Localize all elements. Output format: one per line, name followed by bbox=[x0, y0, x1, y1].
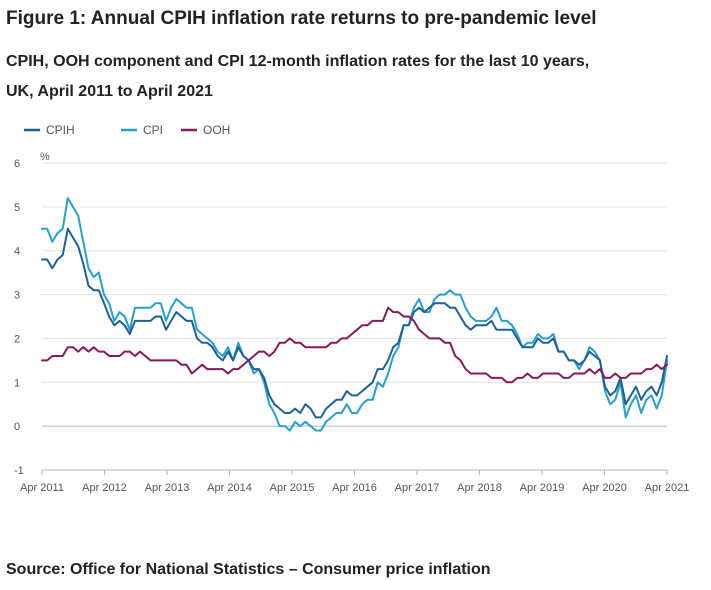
y-tick-label: 5 bbox=[14, 202, 20, 214]
chart-series bbox=[41, 197, 668, 432]
y-tick-label: 4 bbox=[14, 246, 20, 258]
x-tick-label: Apr 2012 bbox=[82, 482, 127, 494]
legend-label: CPI bbox=[143, 123, 163, 137]
x-axis-ticks: Apr 2011 Apr 2012 Apr 2013 Apr 2014 Apr 2015… bbox=[20, 469, 690, 494]
y-tick-label: 3 bbox=[14, 290, 20, 302]
y-tick-label: -1 bbox=[14, 465, 24, 477]
y-tick-label: 6 bbox=[14, 158, 20, 170]
x-tick-label: Apr 2016 bbox=[332, 482, 377, 494]
y-tick-label: 2 bbox=[14, 333, 20, 345]
source-note: Source: Office for National Statistics –… bbox=[6, 561, 491, 578]
y-axis-unit-label: % bbox=[40, 151, 50, 163]
figure-title: Figure 1: Annual CPIH inflation rate ret… bbox=[6, 8, 597, 29]
x-tick-label: Apr 2011 bbox=[20, 482, 64, 494]
x-tick-label: Apr 2014 bbox=[207, 482, 252, 494]
y-axis-ticks: -1 0 1 2 3 4 5 6 bbox=[14, 158, 24, 477]
series-line-ooh bbox=[41, 306, 668, 384]
x-tick-label: Apr 2018 bbox=[457, 482, 502, 494]
figure-subtitle: CPIH, OOH component and CPI 12-month inf… bbox=[6, 53, 590, 100]
legend-label: CPIH bbox=[46, 123, 75, 137]
x-tick-label: Apr 2019 bbox=[520, 482, 565, 494]
series-line-cpih bbox=[41, 227, 668, 419]
x-tick-label: Apr 2015 bbox=[270, 482, 315, 494]
y-tick-label: 0 bbox=[14, 421, 20, 433]
x-tick-label: Apr 2013 bbox=[145, 482, 190, 494]
x-tick-label: Apr 2020 bbox=[582, 482, 627, 494]
chart-legend: CPIH CPI OOH bbox=[24, 123, 230, 137]
chart-gridlines bbox=[42, 162, 667, 471]
x-tick-label: Apr 2021 bbox=[645, 482, 690, 494]
x-tick-label: Apr 2017 bbox=[395, 482, 440, 494]
y-tick-label: 1 bbox=[14, 377, 20, 389]
legend-label: OOH bbox=[203, 123, 230, 137]
